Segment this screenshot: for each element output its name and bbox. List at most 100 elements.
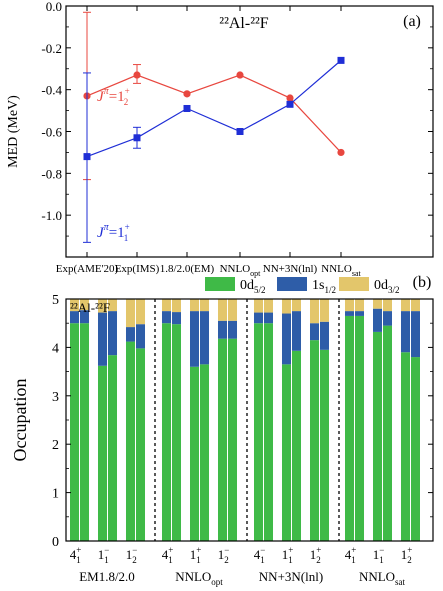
y-tick-label: -0.2 xyxy=(41,41,62,56)
bar-d52-segment xyxy=(126,341,135,541)
state-label: 1− 1 xyxy=(373,545,385,565)
bar-s12-segment xyxy=(126,327,135,342)
bar-d32-segment xyxy=(373,299,382,309)
bar-d52-segment xyxy=(190,366,199,541)
bar-d52-segment xyxy=(292,350,301,541)
legend-swatch-s12 xyxy=(277,277,307,291)
bar-d52-segment xyxy=(345,315,354,541)
bar-d32-segment xyxy=(411,299,420,312)
bar-d32-segment xyxy=(254,299,263,313)
state-label: 1+ 1 xyxy=(282,545,294,565)
group-label: NN+3N(lnl) xyxy=(259,569,323,584)
state-label: 1− 2 xyxy=(218,545,230,565)
blue-data-point xyxy=(286,100,294,108)
blue-data-point xyxy=(83,153,91,161)
panel-a-title: ²²Al-²²F xyxy=(219,15,269,32)
y-tick-label: -1.0 xyxy=(41,208,62,223)
bar-d32-segment xyxy=(282,299,291,314)
bar-d52-segment xyxy=(228,338,237,541)
bar-s12-segment xyxy=(320,321,329,350)
group-label: NNLOsat xyxy=(359,569,406,587)
blue-data-point xyxy=(236,128,244,135)
bar-d52-segment xyxy=(254,323,263,541)
bar-d52-segment xyxy=(200,364,209,541)
bar-d32-segment xyxy=(162,299,171,312)
bar-d32-segment xyxy=(200,299,209,312)
bar-s12-segment xyxy=(383,311,392,326)
bar-d52-segment xyxy=(162,323,171,541)
state-label: 1− 2 xyxy=(126,545,138,565)
state-label: 4+ 1 xyxy=(70,545,82,565)
bar-d52-segment xyxy=(264,323,273,541)
panel-a-series-labels: Jπ=1+ 2 Jπ=1+ 1 xyxy=(97,86,130,243)
panel-a-series xyxy=(83,11,345,243)
bar-d32-segment xyxy=(98,299,107,313)
bar-d32-segment xyxy=(218,299,227,321)
bar-d32-segment xyxy=(401,299,410,312)
x-tick-label: NN+3N(lnl) xyxy=(263,263,318,275)
legend-label-d32: 0d3/2 xyxy=(374,278,400,295)
red-data-point xyxy=(337,148,345,157)
bar-d32-segment xyxy=(108,299,117,312)
bar-s12-segment xyxy=(98,312,107,366)
bar-d32-segment xyxy=(310,299,319,324)
state-label: 4− 1 xyxy=(254,545,266,565)
panel-a-frame xyxy=(65,5,434,258)
red-data-point xyxy=(236,71,244,79)
x-tick-label: Exp(AME'20) xyxy=(56,263,119,275)
y-tick-label: 3 xyxy=(52,390,59,405)
y-tick-label: 0 xyxy=(52,535,59,550)
bar-d32-segment xyxy=(228,299,237,321)
bar-s12-segment xyxy=(190,311,199,367)
x-tick-label: 1.8/2.0(EM) xyxy=(160,263,215,275)
bar-s12-segment xyxy=(80,310,89,324)
panel-b-tag: (b) xyxy=(413,274,432,291)
bar-s12-segment xyxy=(254,312,263,324)
bar-d32-segment xyxy=(126,299,135,328)
bar-s12-segment xyxy=(292,311,301,351)
bar-d32-segment xyxy=(172,299,181,313)
bar-d32-segment xyxy=(345,299,354,312)
bar-d32-segment xyxy=(80,299,89,311)
bar-s12-segment xyxy=(162,311,171,324)
y-tick-label: 4 xyxy=(52,341,59,356)
bar-d32-segment xyxy=(292,299,301,312)
group-label: EM1.8/2.0 xyxy=(79,569,135,584)
blue-data-point xyxy=(183,104,191,112)
bar-d32-segment xyxy=(136,299,145,325)
bar-d52-segment xyxy=(98,365,107,541)
bar-s12-segment xyxy=(373,308,382,332)
bar-s12-segment xyxy=(200,311,209,365)
state-label: 4+ 1 xyxy=(162,545,174,565)
bar-s12-segment xyxy=(310,323,319,341)
panel-b-bars xyxy=(70,299,420,541)
y-tick-label: 1 xyxy=(52,487,59,502)
panel-b-axes: 0 1 2 3 4 5 xyxy=(52,293,433,550)
panel-b-legend: 0d5/2 1s1/2 0d3/2 xyxy=(205,277,400,295)
bar-d32-segment xyxy=(383,299,392,312)
blue-series-line xyxy=(86,59,342,158)
bar-d52-segment xyxy=(411,357,420,541)
bar-d32-segment xyxy=(320,299,329,322)
legend-swatch-d52 xyxy=(205,277,235,291)
legend-label-d52: 0d5/2 xyxy=(240,278,266,295)
bar-d52-segment xyxy=(282,364,291,541)
panel-a: ²²Al-²²F (a) MED (MeV) 0.0 -0.2 -0.4 -0.6 -0… xyxy=(6,0,434,278)
bar-s12-segment xyxy=(345,311,354,316)
y-tick-label: -0.6 xyxy=(41,125,62,140)
y-tick-label: -0.4 xyxy=(41,83,62,98)
panel-b: 0 1 2 3 4 5 ²²Al-²²F (b) Occupation 0d5/2 1s1/… xyxy=(10,274,434,587)
bar-d52-segment xyxy=(383,325,392,541)
y-tick-label: 2 xyxy=(52,438,59,453)
bar-d32-segment xyxy=(190,299,199,312)
bar-s12-segment xyxy=(218,320,227,339)
blue-data-point xyxy=(337,56,345,64)
state-label: 4+ 1 xyxy=(345,545,357,565)
blue-series-label: Jπ=1+ 1 xyxy=(97,222,130,243)
red-data-point xyxy=(133,71,141,79)
bar-s12-segment xyxy=(136,324,145,349)
bar-d52-segment xyxy=(373,331,382,541)
bar-s12-segment xyxy=(228,320,237,339)
bar-d32-segment xyxy=(264,299,273,313)
